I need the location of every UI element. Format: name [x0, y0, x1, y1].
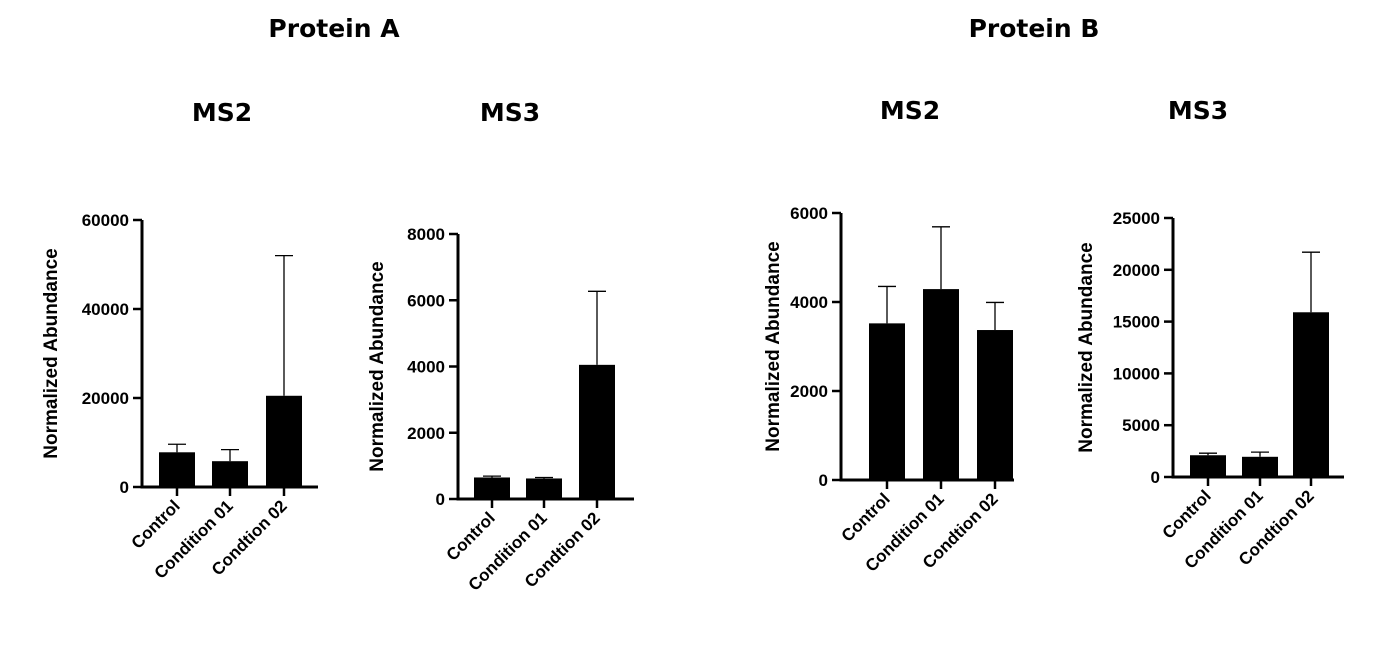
y-tick-label: 15000 — [1113, 313, 1160, 332]
group-title-protein-b: Protein B — [968, 14, 1100, 43]
bar — [1242, 456, 1278, 477]
bar — [212, 461, 248, 487]
y-tick-label: 6000 — [790, 204, 828, 223]
bar — [266, 395, 302, 487]
bar — [1293, 312, 1329, 477]
y-tick-label: 20000 — [82, 389, 129, 408]
panel-title-a-ms3: MS3 — [479, 98, 541, 127]
y-axis-label: Normalized Abundance — [1076, 242, 1097, 452]
y-tick-label: 0 — [436, 490, 445, 509]
y-tick-label: 0 — [819, 471, 828, 490]
y-tick-label: 10000 — [1113, 364, 1160, 383]
y-tick-label: 5000 — [1122, 416, 1160, 435]
bar — [579, 364, 615, 499]
y-axis-label: Normalized Abundance — [763, 241, 784, 451]
y-axis-label: Normalized Abundance — [367, 261, 388, 471]
y-tick-label: 4000 — [407, 358, 445, 377]
bar — [977, 330, 1013, 480]
group-title-protein-a: Protein A — [268, 14, 400, 43]
bar — [869, 323, 905, 480]
y-axis-label: Normalized Abundance — [41, 248, 62, 458]
y-tick-label: 0 — [1151, 468, 1160, 487]
panel-title-a-ms2: MS2 — [191, 98, 253, 127]
y-tick-label: 8000 — [407, 225, 445, 244]
y-tick-label: 2000 — [790, 382, 828, 401]
panel-title-b-ms2: MS2 — [879, 96, 941, 125]
bar — [526, 478, 562, 499]
y-tick-label: 0 — [120, 478, 129, 497]
y-tick-label: 4000 — [790, 293, 828, 312]
bar — [474, 477, 510, 499]
bar — [1190, 455, 1226, 477]
bar — [923, 289, 959, 480]
y-tick-label: 2000 — [407, 424, 445, 443]
y-tick-label: 60000 — [82, 211, 129, 230]
y-tick-label: 40000 — [82, 300, 129, 319]
panel-title-b-ms3: MS3 — [1167, 96, 1229, 125]
y-tick-label: 25000 — [1113, 209, 1160, 228]
y-tick-label: 6000 — [407, 291, 445, 310]
y-tick-label: 20000 — [1113, 261, 1160, 280]
bar — [159, 452, 195, 487]
